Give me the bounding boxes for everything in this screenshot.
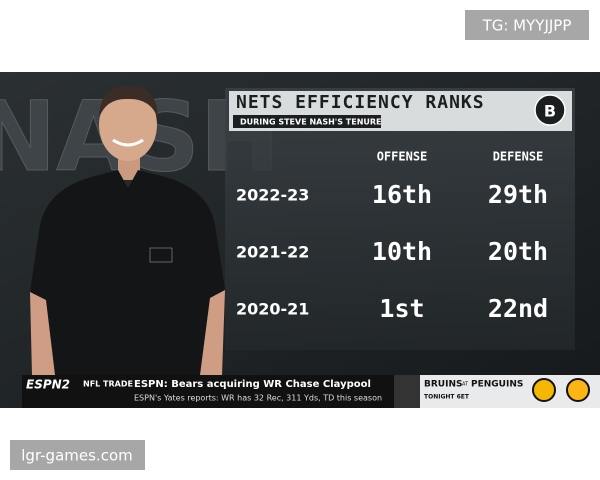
promo-home: PENGUINS xyxy=(471,380,523,390)
column-header: OFFENSE xyxy=(377,150,428,164)
promo-logo xyxy=(394,375,420,408)
promo-bar xyxy=(394,375,600,408)
watermark-box xyxy=(10,440,145,470)
panel-title: NETS EFFICIENCY RANKS xyxy=(236,92,485,113)
nets-logo xyxy=(534,94,566,126)
stats-table: OFFENSE DEFENSE 2022-23 16th 29th 2021-22 10th… xyxy=(236,150,548,324)
watermark-box xyxy=(465,10,589,40)
promo-away: BRUINS xyxy=(424,380,462,390)
penguins-logo xyxy=(566,378,590,402)
ticker-bar xyxy=(22,375,394,408)
rank-cell: 22nd xyxy=(488,294,548,323)
nets-logo-mark: B xyxy=(544,102,556,121)
presenter xyxy=(30,85,225,375)
watermark-text: lgr-games.com xyxy=(21,447,132,465)
ticker-label: NFL TRADE xyxy=(83,380,133,389)
rank-cell: 1st xyxy=(379,294,424,323)
column-header: DEFENSE xyxy=(493,150,544,164)
panel-subtitle: DURING STEVE NASH'S TENURE xyxy=(240,118,382,127)
watermark-text: TG: MYYJJPP xyxy=(482,17,572,35)
rank-cell: 29th xyxy=(488,180,548,209)
ticker-headline: ESPN: Bears acquiring WR Chase Claypool xyxy=(134,379,371,390)
rank-cell: 20th xyxy=(488,237,548,266)
rank-cell: 10th xyxy=(372,237,432,266)
bruins-logo xyxy=(532,378,556,402)
promo-at: AT xyxy=(462,382,469,388)
network-logo: ESPN2 xyxy=(26,378,70,392)
promo-time: TONIGHT 6ET xyxy=(424,394,470,401)
season-label: 2022-23 xyxy=(236,186,309,205)
stats-panel xyxy=(225,88,575,350)
subtitle-bar xyxy=(233,115,381,128)
season-label: 2021-22 xyxy=(236,243,309,262)
rank-cell: 16th xyxy=(372,180,432,209)
season-label: 2020-21 xyxy=(236,300,309,319)
ticker-detail: ESPN's Yates reports: WR has 32 Rec, 311… xyxy=(134,394,382,403)
